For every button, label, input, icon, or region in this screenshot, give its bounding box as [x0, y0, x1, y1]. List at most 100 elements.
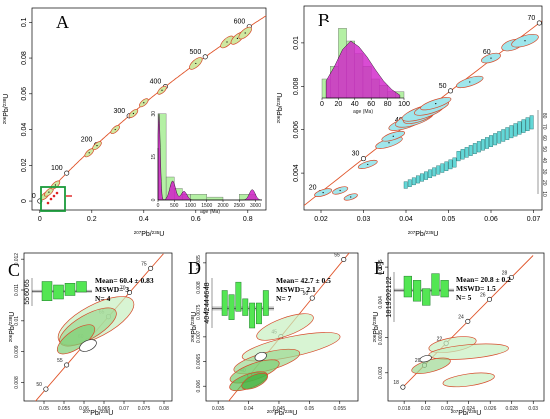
wm-bar [76, 281, 87, 293]
stats-mean: Mean= 60.4 ± 0.83 [95, 276, 154, 285]
x-tick-label: 0.03 [528, 406, 538, 412]
x-axis-title-part: 207 [408, 230, 416, 235]
zoom-point [55, 191, 59, 195]
inset-histogram: 0 20 40 60 80 100 age (Ma) [320, 22, 410, 115]
stats-mean: Mean= 20.8 ± 0.2 [456, 275, 511, 284]
rank-bar [489, 135, 493, 147]
y-tick-label: 0.0085 [196, 255, 202, 271]
rank-bar [517, 121, 522, 135]
concordia-age-marker [508, 274, 514, 280]
wm-bar [242, 298, 249, 316]
y-axis-title: 206Pb/238U [8, 312, 16, 343]
concordia-age-marker [487, 296, 493, 302]
x-axis-title-part: Pb/ [274, 410, 285, 417]
inset-x-tick-label: 80 [384, 101, 392, 108]
y-tick-label: 0.003 [378, 366, 384, 379]
concordia-age-label: 50 [439, 83, 447, 90]
concordia-age-label: 30 [352, 151, 360, 158]
rank-bar [476, 141, 481, 153]
wm-tick-label: 60 [24, 288, 31, 296]
wm-tick-label: 20 [386, 293, 393, 301]
x-axis-title-part: 207 [267, 409, 275, 414]
panel-b: B 0.02 0.03 0.04 0.05 0.06 0.070.0040.0060.00… [275, 0, 550, 245]
concordia-age-marker [148, 265, 154, 271]
y-axis-title: 206Pb/238U [2, 94, 10, 125]
x-tick-label: 0.04 [244, 406, 254, 412]
plot-area: 40455055 [228, 252, 350, 401]
histogram-bar [190, 194, 207, 201]
stats-mswd: MSWD= 2.1 [276, 285, 316, 294]
plot-frame [31, 7, 267, 211]
wm-bar [249, 302, 256, 329]
data-ellipse [419, 355, 432, 363]
zoom-point [46, 201, 50, 205]
x-axis-title-part: 235 [152, 230, 160, 235]
y-axis-title-part: Pb/ [373, 324, 380, 335]
concordia-age-label: 20 [415, 358, 421, 364]
x-tick-label: 0.035 [212, 406, 225, 412]
inset-bg [158, 108, 262, 200]
ellipse-center [54, 184, 57, 186]
wm-bar [228, 294, 235, 320]
concordia-age-marker [202, 54, 208, 60]
y-tick-label: 0.0075 [196, 304, 202, 320]
x-tick-label: 0.028 [505, 406, 518, 412]
y-axis-title-part: U [191, 312, 198, 317]
x-axis-title-part: 207 [83, 409, 91, 414]
plot-frame [23, 252, 173, 402]
inset-y-tick-label: 15 [151, 154, 157, 160]
ellipse-center [48, 191, 50, 193]
rank-tick-label: 60 [541, 135, 547, 141]
y-axis-title-part: U [277, 93, 284, 98]
x-tick-label: 0.075 [138, 406, 151, 412]
y-axis-title-part: 238 [2, 98, 7, 106]
inset-x-tick-label: 40 [351, 101, 359, 108]
wm-bar [235, 281, 242, 312]
density-curve [325, 40, 401, 99]
ellipse-center [322, 192, 324, 194]
concordia-age-label: 28 [502, 270, 508, 276]
inset-x-tick-label: 100 [398, 101, 410, 108]
y-axis-title-part: 206 [372, 334, 377, 342]
ellipse-center [132, 112, 134, 115]
concordia-age-marker [448, 88, 454, 94]
x-tick-label: 0.045 [273, 406, 286, 412]
wm-bar [403, 275, 412, 298]
x-axis-title: 207Pb/235U [408, 230, 439, 238]
concordia-age-label: 70 [528, 15, 536, 22]
concordia-age-marker [400, 384, 406, 390]
rank-tick-label: 40 [541, 158, 547, 164]
rank-bar [415, 175, 420, 184]
y-axis-title: 206Pb/238U [190, 312, 198, 343]
y-tick-label: 0.011 [14, 284, 20, 296]
concordia-age-label: 100 [51, 165, 63, 172]
x-tick-label: 0.06 [484, 216, 498, 223]
concordia-age-label: 24 [458, 314, 464, 320]
x-tick-label: 0.065 [98, 406, 111, 412]
rank-bar [493, 133, 498, 146]
wm-tick-label: 46 [204, 291, 211, 299]
x-axis-title-part: U [292, 410, 297, 417]
y-axis-title-part: 206 [8, 334, 13, 342]
rank-tick-label: 80 [541, 113, 547, 119]
x-tick-label: 0.07 [119, 406, 129, 412]
wm-bar [412, 280, 422, 302]
x-tick-label: 0.06 [79, 406, 89, 412]
concordia-age-marker [465, 318, 471, 324]
x-tick-label: 0.2 [87, 216, 97, 223]
x-tick-label: 0.055 [334, 406, 347, 412]
wm-tick-label: 19 [386, 301, 393, 309]
ellipse-center [143, 102, 145, 104]
data-ellipse [442, 372, 495, 388]
rank-bar [448, 159, 453, 170]
concordia-age-label: 55 [334, 252, 340, 258]
x-axis-title: 207Pb/235U [267, 409, 298, 417]
ellipse-center [236, 37, 238, 39]
y-axis-title-part: 238 [372, 316, 377, 324]
y-tick-label: 0.004 [378, 296, 384, 309]
y-axis-title-part: Pb/ [3, 106, 10, 117]
concordia-age-label: 18 [393, 380, 399, 386]
stats-n: N= 7 [276, 294, 292, 303]
